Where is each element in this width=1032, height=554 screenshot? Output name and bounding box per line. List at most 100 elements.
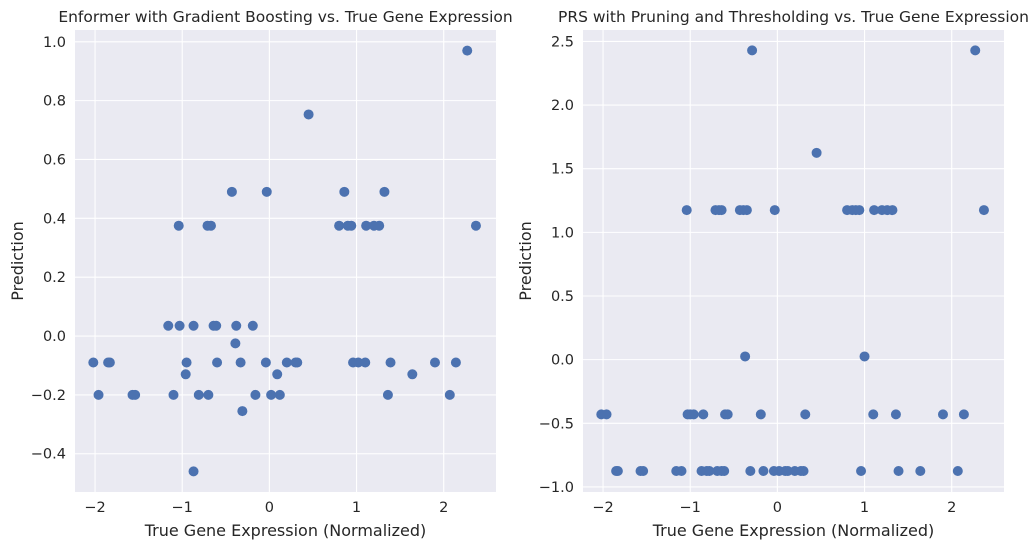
data-point	[450, 357, 461, 368]
x-axis-label: True Gene Expression (Normalized)	[144, 521, 427, 540]
data-point	[798, 466, 809, 476]
data-point	[612, 466, 623, 476]
y-tick-label: 1.5	[551, 162, 574, 178]
data-point	[346, 220, 357, 231]
x-tick-label: −1	[172, 500, 193, 516]
y-tick-label: 1.0	[43, 35, 66, 51]
data-point	[470, 220, 481, 231]
data-point	[747, 45, 758, 56]
data-point	[260, 357, 271, 368]
data-point	[782, 466, 793, 476]
x-tick-label: −2	[84, 500, 105, 516]
data-point	[868, 409, 879, 420]
data-point	[281, 357, 292, 368]
data-point	[88, 357, 99, 368]
x-tick-label: −2	[592, 500, 613, 516]
data-point	[303, 109, 314, 120]
data-point	[407, 369, 418, 380]
data-point	[130, 389, 141, 400]
data-point	[869, 205, 880, 216]
data-point	[230, 338, 241, 349]
data-point	[272, 369, 283, 380]
data-point	[205, 220, 216, 231]
data-point	[334, 220, 345, 231]
data-point	[856, 466, 867, 476]
y-tick-label: 0.0	[551, 353, 574, 369]
data-point	[601, 409, 612, 420]
y-tick-label: 0.8	[43, 94, 66, 110]
x-tick-label: 0	[773, 500, 782, 516]
plot-area	[75, 30, 496, 492]
data-point	[769, 205, 780, 216]
data-point	[854, 205, 865, 216]
data-point	[638, 466, 649, 476]
data-point	[978, 205, 989, 216]
y-tick-label: 2.0	[551, 98, 574, 114]
data-point	[681, 205, 692, 216]
data-point	[379, 186, 390, 197]
data-point	[203, 389, 214, 400]
x-tick-label: 2	[439, 500, 448, 516]
data-point	[247, 320, 258, 331]
x-tick-label: 1	[860, 500, 869, 516]
y-tick-label: −0.5	[539, 416, 574, 432]
data-point	[429, 357, 440, 368]
data-point	[385, 357, 396, 368]
data-point	[915, 466, 926, 476]
data-point	[211, 320, 222, 331]
y-tick-label: −0.4	[31, 447, 66, 463]
data-point	[235, 357, 246, 368]
data-point	[893, 466, 904, 476]
x-tick-label: 1	[352, 500, 361, 516]
plot-area	[583, 30, 1004, 492]
data-point	[237, 406, 248, 417]
y-tick-label: 0.2	[43, 270, 66, 286]
data-point	[231, 320, 242, 331]
data-point	[226, 186, 237, 197]
y-tick-label: 0.5	[551, 289, 574, 305]
data-point	[274, 389, 285, 400]
data-point	[173, 220, 184, 231]
data-point	[716, 205, 727, 216]
data-point	[360, 357, 371, 368]
data-point	[800, 409, 811, 420]
data-point	[859, 351, 870, 362]
data-point	[193, 389, 204, 400]
data-point	[188, 320, 199, 331]
data-point	[887, 205, 898, 216]
y-axis-label: Prediction	[8, 221, 27, 300]
data-point	[704, 466, 715, 476]
data-point	[890, 409, 901, 420]
data-point	[250, 389, 261, 400]
data-point	[339, 186, 350, 197]
data-point	[740, 351, 751, 362]
data-point	[722, 409, 733, 420]
data-point	[212, 357, 223, 368]
data-point	[698, 409, 709, 420]
data-point	[163, 320, 174, 331]
data-point	[462, 45, 473, 56]
data-point	[353, 357, 364, 368]
data-point	[374, 220, 385, 231]
y-tick-label: −1.0	[539, 480, 574, 496]
data-point	[952, 466, 963, 476]
data-point	[174, 320, 185, 331]
data-point	[755, 409, 766, 420]
x-tick-label: 0	[265, 500, 274, 516]
data-point	[937, 409, 948, 420]
y-tick-label: 2.5	[551, 34, 574, 50]
data-point	[292, 357, 303, 368]
data-point	[261, 186, 272, 197]
data-point	[688, 409, 699, 420]
data-point	[266, 389, 277, 400]
data-point	[758, 466, 769, 476]
data-point	[741, 205, 752, 216]
y-tick-label: 1.0	[551, 225, 574, 241]
y-tick-label: 0.6	[43, 152, 66, 168]
y-tick-label: −0.2	[31, 388, 66, 404]
y-tick-label: 0.4	[43, 211, 66, 227]
data-point	[970, 45, 981, 56]
data-point	[719, 466, 730, 476]
